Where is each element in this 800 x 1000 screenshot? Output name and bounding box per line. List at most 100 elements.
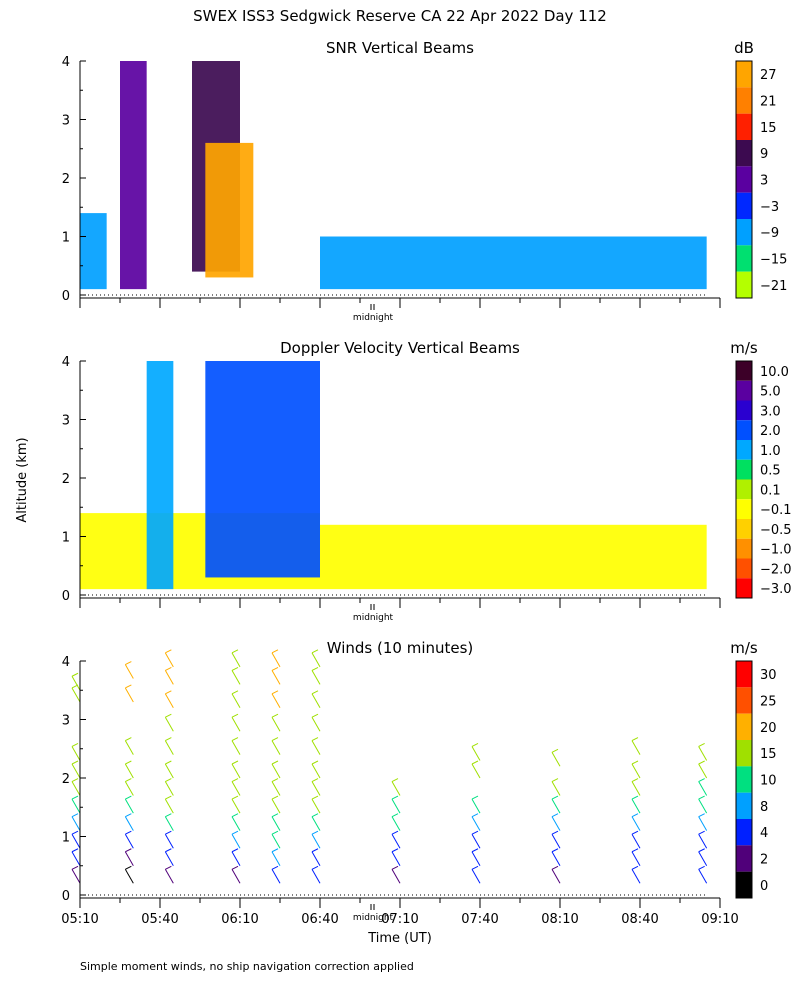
wind-barb-flag: [125, 795, 132, 800]
x-tick-label: 09:10: [701, 912, 738, 927]
wind-barb-flag: [231, 848, 239, 853]
wind-barb: [271, 851, 281, 866]
wind-barb-flag: [271, 666, 279, 671]
wind-barb-flag: [698, 830, 705, 835]
wind-barb-flag: [271, 760, 279, 765]
wind-barb: [124, 781, 134, 796]
wind-barb-flag: [165, 848, 172, 853]
wind-barb-flag: [165, 865, 172, 870]
wind-barb: [271, 833, 281, 849]
y-tick-label: 3: [62, 114, 70, 129]
midnight-label: midnight: [353, 613, 394, 623]
wind-barb-flag: [231, 690, 239, 695]
wind-barb-flag: [631, 778, 639, 782]
wind-barb-flag: [165, 760, 172, 765]
wind-barb-flag: [471, 743, 479, 747]
wind-barb: [311, 851, 321, 866]
wind-barb: [698, 816, 708, 831]
wind-barb-flag: [71, 848, 79, 853]
wind-barb: [551, 816, 561, 831]
y-tick-label: 0: [62, 589, 70, 604]
wind-barb: [271, 816, 281, 831]
wind-barb: [71, 798, 81, 814]
wind-barb-flag: [631, 813, 639, 818]
wind-barb: [164, 652, 174, 668]
winds-colorbar-label: 15: [760, 747, 777, 762]
wind-barb: [271, 869, 281, 884]
doppler-colorbar-swatch: [736, 380, 752, 401]
wind-barb-flag: [231, 795, 239, 800]
wind-barb: [71, 851, 81, 866]
snr-colorbar-label: −9: [760, 226, 779, 241]
wind-barb: [551, 833, 561, 849]
wind-barb: [231, 693, 241, 709]
doppler-colorbar-label: −0.5: [760, 523, 792, 538]
wind-barb: [471, 869, 481, 884]
wind-barb: [311, 652, 321, 668]
x-axis-label: Time (UT): [367, 931, 432, 946]
doppler-colorbar-swatch: [736, 459, 752, 480]
wind-barb-flag: [471, 795, 479, 800]
wind-barb: [271, 693, 281, 709]
doppler-colorbar-swatch: [736, 578, 752, 598]
wind-barb-flag: [165, 690, 172, 695]
snr-plot: [80, 61, 707, 290]
wind-barb: [311, 833, 321, 849]
snr-panel-title: SNR Vertical Beams: [326, 39, 474, 57]
wind-barb-flag: [271, 830, 279, 835]
doppler-colorbar-label: −3.0: [760, 582, 792, 597]
snr-colorbar-label: 9: [760, 147, 768, 162]
snr-colorbar-label: 15: [760, 121, 777, 136]
snr-colorbar-swatch: [736, 219, 752, 246]
wind-barb: [471, 798, 481, 814]
winds-plot: [71, 649, 708, 884]
doppler-colorbar-swatch: [736, 420, 752, 440]
doppler-colorbar-label: 5.0: [760, 385, 781, 400]
midnight-label: midnight: [353, 913, 394, 923]
doppler-colorbar-swatch: [736, 538, 752, 559]
wind-barb: [311, 763, 321, 779]
wind-barb: [271, 798, 281, 814]
wind-barb: [231, 716, 241, 732]
wind-barb: [311, 716, 321, 732]
snr-colorbar-label: −21: [760, 279, 787, 294]
winds-colorbar-swatch: [736, 819, 752, 846]
winds-colorbar-swatch: [736, 713, 752, 740]
wind-barb: [164, 716, 174, 732]
wind-barb-flag: [311, 649, 319, 654]
wind-barb-flag: [165, 830, 172, 835]
wind-barb: [164, 670, 174, 685]
wind-barb: [231, 833, 241, 849]
wind-barb: [71, 781, 81, 796]
wind-barb-flag: [71, 760, 79, 765]
doppler-colorbar-swatch: [736, 440, 752, 460]
wind-barb: [698, 746, 708, 761]
wind-barb: [71, 746, 81, 761]
wind-barb-flag: [165, 795, 172, 800]
wind-barb-flag: [551, 865, 559, 870]
winds-colorbar-swatch: [736, 687, 752, 714]
wind-barb: [698, 833, 708, 849]
y-tick-label: 0: [62, 289, 70, 304]
wind-barb: [391, 851, 401, 866]
snr-colorbar-swatch: [736, 245, 752, 272]
winds-colorbar-label: 20: [760, 721, 777, 736]
snr-colorbar-unit: dB: [734, 39, 754, 57]
wind-barb: [231, 652, 241, 668]
wind-barb: [698, 763, 708, 779]
wind-barb-flag: [311, 813, 319, 818]
wind-barb-flag: [631, 737, 639, 742]
wind-barb: [231, 869, 241, 884]
wind-barb: [71, 687, 81, 703]
y-tick-label: 3: [62, 714, 70, 729]
wind-barb: [164, 693, 174, 709]
wind-barb-flag: [631, 830, 639, 835]
wind-barb: [71, 869, 81, 884]
wind-barb: [631, 816, 641, 831]
wind-barb-flag: [271, 795, 279, 800]
wind-barb: [124, 833, 134, 849]
wind-barb: [551, 752, 561, 767]
wind-barb-flag: [391, 813, 399, 818]
wind-barb: [698, 798, 708, 814]
